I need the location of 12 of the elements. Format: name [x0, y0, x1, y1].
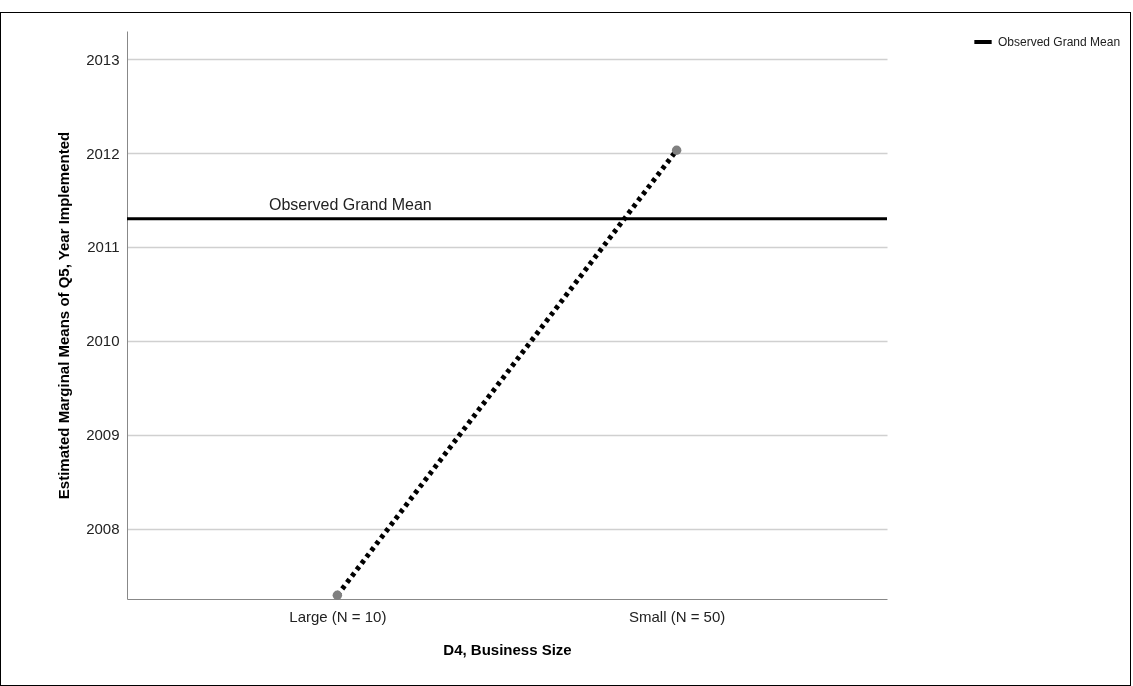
y-tick-label: 2008	[86, 520, 120, 538]
y-tick-label: 2010	[86, 332, 120, 350]
y-tick-label: 2009	[86, 426, 120, 444]
legend-label: Observed Grand Mean	[998, 35, 1121, 49]
y-axis-title: Estimated Marginal Means of Q5, Year Implemented	[55, 131, 73, 500]
x-axis-title: D4, Business Size	[443, 640, 572, 658]
y-tick-label: 2012	[86, 144, 120, 162]
text: Observed Grand Mean	[269, 195, 432, 213]
x-tick-label: Large (N = 10)	[289, 607, 387, 625]
x-tick-label: Small (N = 50)	[629, 607, 726, 625]
y-tick-label: 2011	[87, 238, 120, 256]
y-tick-label: 2013	[86, 50, 120, 68]
